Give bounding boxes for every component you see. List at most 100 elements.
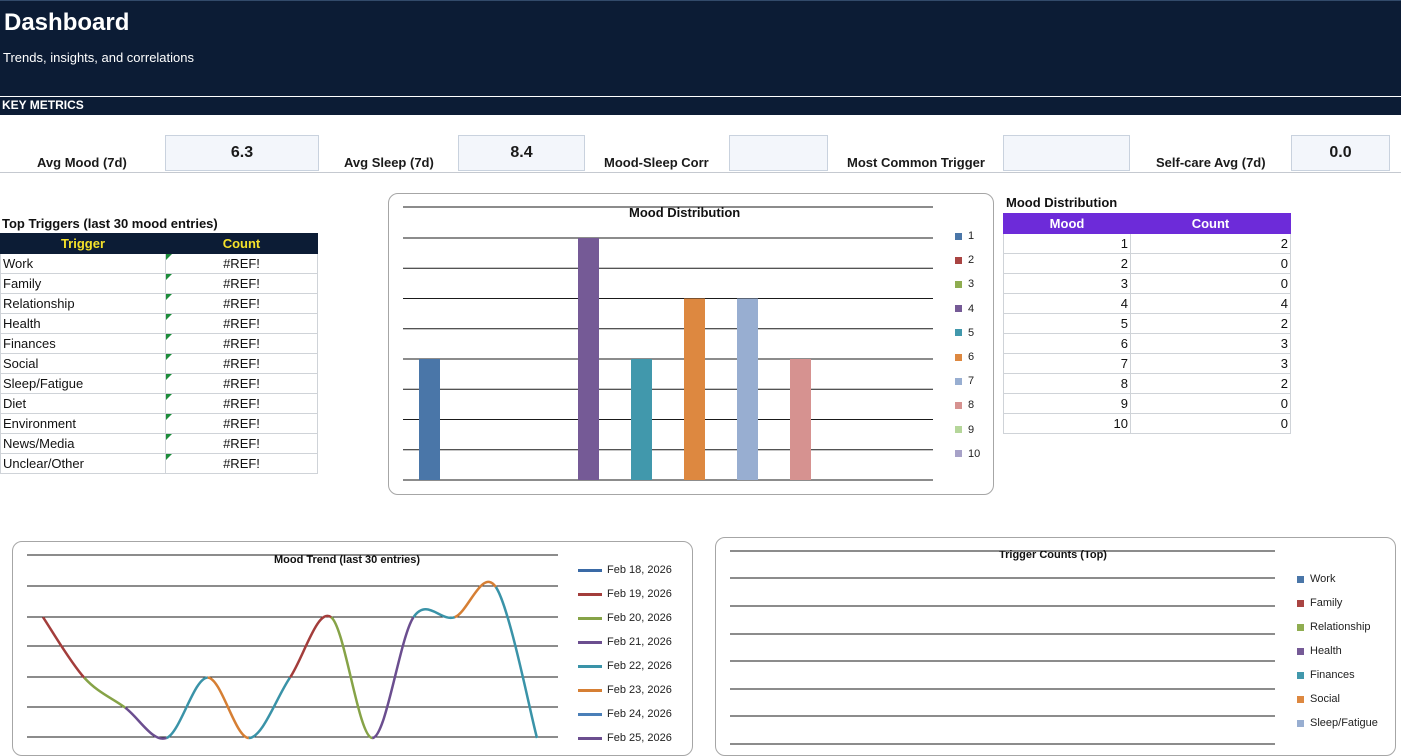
trigger-legend-item[interactable]: Finances (1297, 669, 1355, 681)
trend-line-segment[interactable] (371, 616, 415, 740)
mood-value-cell[interactable]: 2 (1003, 253, 1131, 274)
trigger-legend-item[interactable]: Social (1297, 693, 1340, 705)
mood-count-cell[interactable]: 0 (1130, 413, 1291, 434)
mood-value-cell[interactable]: 7 (1003, 353, 1131, 374)
trigger-legend-item[interactable]: Work (1297, 573, 1335, 585)
legend-item-mood-9[interactable]: 9 (955, 424, 974, 436)
trend-line-segment[interactable] (412, 608, 456, 620)
trigger-count-cell[interactable]: #REF! (165, 273, 318, 294)
mood-count-cell[interactable]: 2 (1130, 233, 1291, 254)
trigger-legend-item[interactable]: Family (1297, 597, 1342, 609)
kpi-value-most-common-trigger[interactable] (1003, 135, 1130, 171)
trigger-name-cell[interactable]: Finances (0, 333, 166, 354)
kpi-value-mood-sleep-corr[interactable] (729, 135, 828, 171)
trigger-name-cell[interactable]: Work (0, 253, 166, 274)
bar-mood-8[interactable] (790, 359, 811, 480)
mood-value-cell[interactable]: 6 (1003, 333, 1131, 354)
trigger-name-cell[interactable]: Unclear/Other (0, 453, 166, 474)
trigger-count-value: #REF! (223, 396, 260, 411)
mood-value-cell[interactable]: 4 (1003, 293, 1131, 314)
mood-value-cell[interactable]: 1 (1003, 233, 1131, 254)
trend-legend-item[interactable]: Feb 25, 2026 (578, 732, 672, 744)
trend-line-segment[interactable] (494, 586, 539, 739)
mood-count-column-header[interactable]: Count (1130, 213, 1291, 234)
trigger-name-cell[interactable]: Sleep/Fatigue (0, 373, 166, 394)
legend-item-mood-7[interactable]: 7 (955, 375, 974, 387)
trigger-count-cell[interactable]: #REF! (165, 253, 318, 274)
trigger-name-cell[interactable]: Health (0, 313, 166, 334)
mood-value-cell[interactable]: 5 (1003, 313, 1131, 334)
trend-legend-item[interactable]: Feb 18, 2026 (578, 564, 672, 576)
bar-mood-1[interactable] (419, 359, 440, 480)
trigger-count-cell[interactable]: #REF! (165, 293, 318, 314)
legend-item-mood-3[interactable]: 3 (955, 278, 974, 290)
kpi-value-self-care-avg[interactable]: 0.0 (1291, 135, 1390, 171)
mood-value-cell[interactable]: 3 (1003, 273, 1131, 294)
trigger-counts-chart[interactable]: Trigger Counts (Top) Work Family Relations… (715, 537, 1396, 756)
trend-line-segment[interactable] (288, 614, 332, 679)
legend-swatch (955, 377, 962, 385)
legend-item-mood-6[interactable]: 6 (955, 351, 974, 363)
trend-line-segment[interactable] (330, 616, 373, 740)
trend-line-segment[interactable] (41, 616, 86, 679)
count-column-header[interactable]: Count (165, 233, 318, 254)
trigger-name-cell[interactable]: Relationship (0, 293, 166, 314)
trigger-column-header[interactable]: Trigger (0, 233, 166, 254)
mood-count-cell[interactable]: 2 (1130, 373, 1291, 394)
trend-legend-item[interactable]: Feb 23, 2026 (578, 684, 672, 696)
trend-legend-item[interactable]: Feb 19, 2026 (578, 588, 672, 600)
mood-count-cell[interactable]: 4 (1130, 293, 1291, 314)
mood-column-header[interactable]: Mood (1003, 213, 1131, 234)
mood-count-cell[interactable]: 0 (1130, 253, 1291, 274)
mood-distribution-chart[interactable]: Mood Distribution 1 2 3 4 5 6 7 8 9 10 (388, 193, 994, 495)
mood-value-cell[interactable]: 10 (1003, 413, 1131, 434)
trigger-count-cell[interactable]: #REF! (165, 413, 318, 434)
trigger-count-cell[interactable]: #REF! (165, 393, 318, 414)
trigger-legend-item[interactable]: Sleep/Fatigue (1297, 717, 1378, 729)
trend-legend-item[interactable]: Feb 24, 2026 (578, 708, 672, 720)
trend-line-segment[interactable] (165, 676, 209, 740)
mood-count-cell[interactable]: 0 (1130, 273, 1291, 294)
trigger-count-cell[interactable]: #REF! (165, 453, 318, 474)
trigger-legend-item[interactable]: Health (1297, 645, 1342, 657)
trend-legend-item[interactable]: Feb 22, 2026 (578, 660, 672, 672)
kpi-value-avg-sleep[interactable]: 8.4 (458, 135, 585, 171)
trend-line-segment[interactable] (83, 676, 127, 709)
legend-item-mood-8[interactable]: 8 (955, 399, 974, 411)
mood-value-cell[interactable]: 8 (1003, 373, 1131, 394)
legend-item-mood-2[interactable]: 2 (955, 254, 974, 266)
trend-line-segment[interactable] (124, 706, 167, 740)
legend-item-mood-10[interactable]: 10 (955, 448, 980, 460)
trend-line-segment[interactable] (248, 676, 292, 740)
trigger-name-cell[interactable]: Environment (0, 413, 166, 434)
mood-value-cell[interactable]: 9 (1003, 393, 1131, 414)
mood-count-cell[interactable]: 3 (1130, 353, 1291, 374)
trigger-count-cell[interactable]: #REF! (165, 353, 318, 374)
mood-count-cell[interactable]: 0 (1130, 393, 1291, 414)
trigger-name-cell[interactable]: News/Media (0, 433, 166, 454)
bar-mood-5[interactable] (631, 359, 652, 480)
trigger-name-cell[interactable]: Diet (0, 393, 166, 414)
mood-count-cell[interactable]: 2 (1130, 313, 1291, 334)
mood-trend-chart[interactable]: Mood Trend (last 30 entries) Feb 18, 202… (12, 541, 693, 756)
legend-item-mood-5[interactable]: 5 (955, 327, 974, 339)
legend-item-mood-1[interactable]: 1 (955, 230, 974, 242)
trigger-count-cell[interactable]: #REF! (165, 313, 318, 334)
trigger-name-cell[interactable]: Family (0, 273, 166, 294)
trend-line-segment[interactable] (207, 676, 250, 740)
bar-mood-4[interactable] (578, 238, 599, 480)
bar-mood-7[interactable] (737, 298, 758, 481)
trigger-legend-item[interactable]: Relationship (1297, 621, 1371, 633)
trigger-count-cell[interactable]: #REF! (165, 433, 318, 454)
trigger-count-cell[interactable]: #REF! (165, 373, 318, 394)
trend-line-segment[interactable] (454, 580, 497, 619)
mood-count-cell[interactable]: 3 (1130, 333, 1291, 354)
legend-item-mood-4[interactable]: 4 (955, 303, 974, 315)
bar-mood-6[interactable] (684, 298, 705, 481)
trigger-count-cell[interactable]: #REF! (165, 333, 318, 354)
kpi-value-avg-mood[interactable]: 6.3 (165, 135, 319, 171)
trigger-name-cell[interactable]: Social (0, 353, 166, 374)
trend-legend-item[interactable]: Feb 21, 2026 (578, 636, 672, 648)
trend-legend-item[interactable]: Feb 20, 2026 (578, 612, 672, 624)
